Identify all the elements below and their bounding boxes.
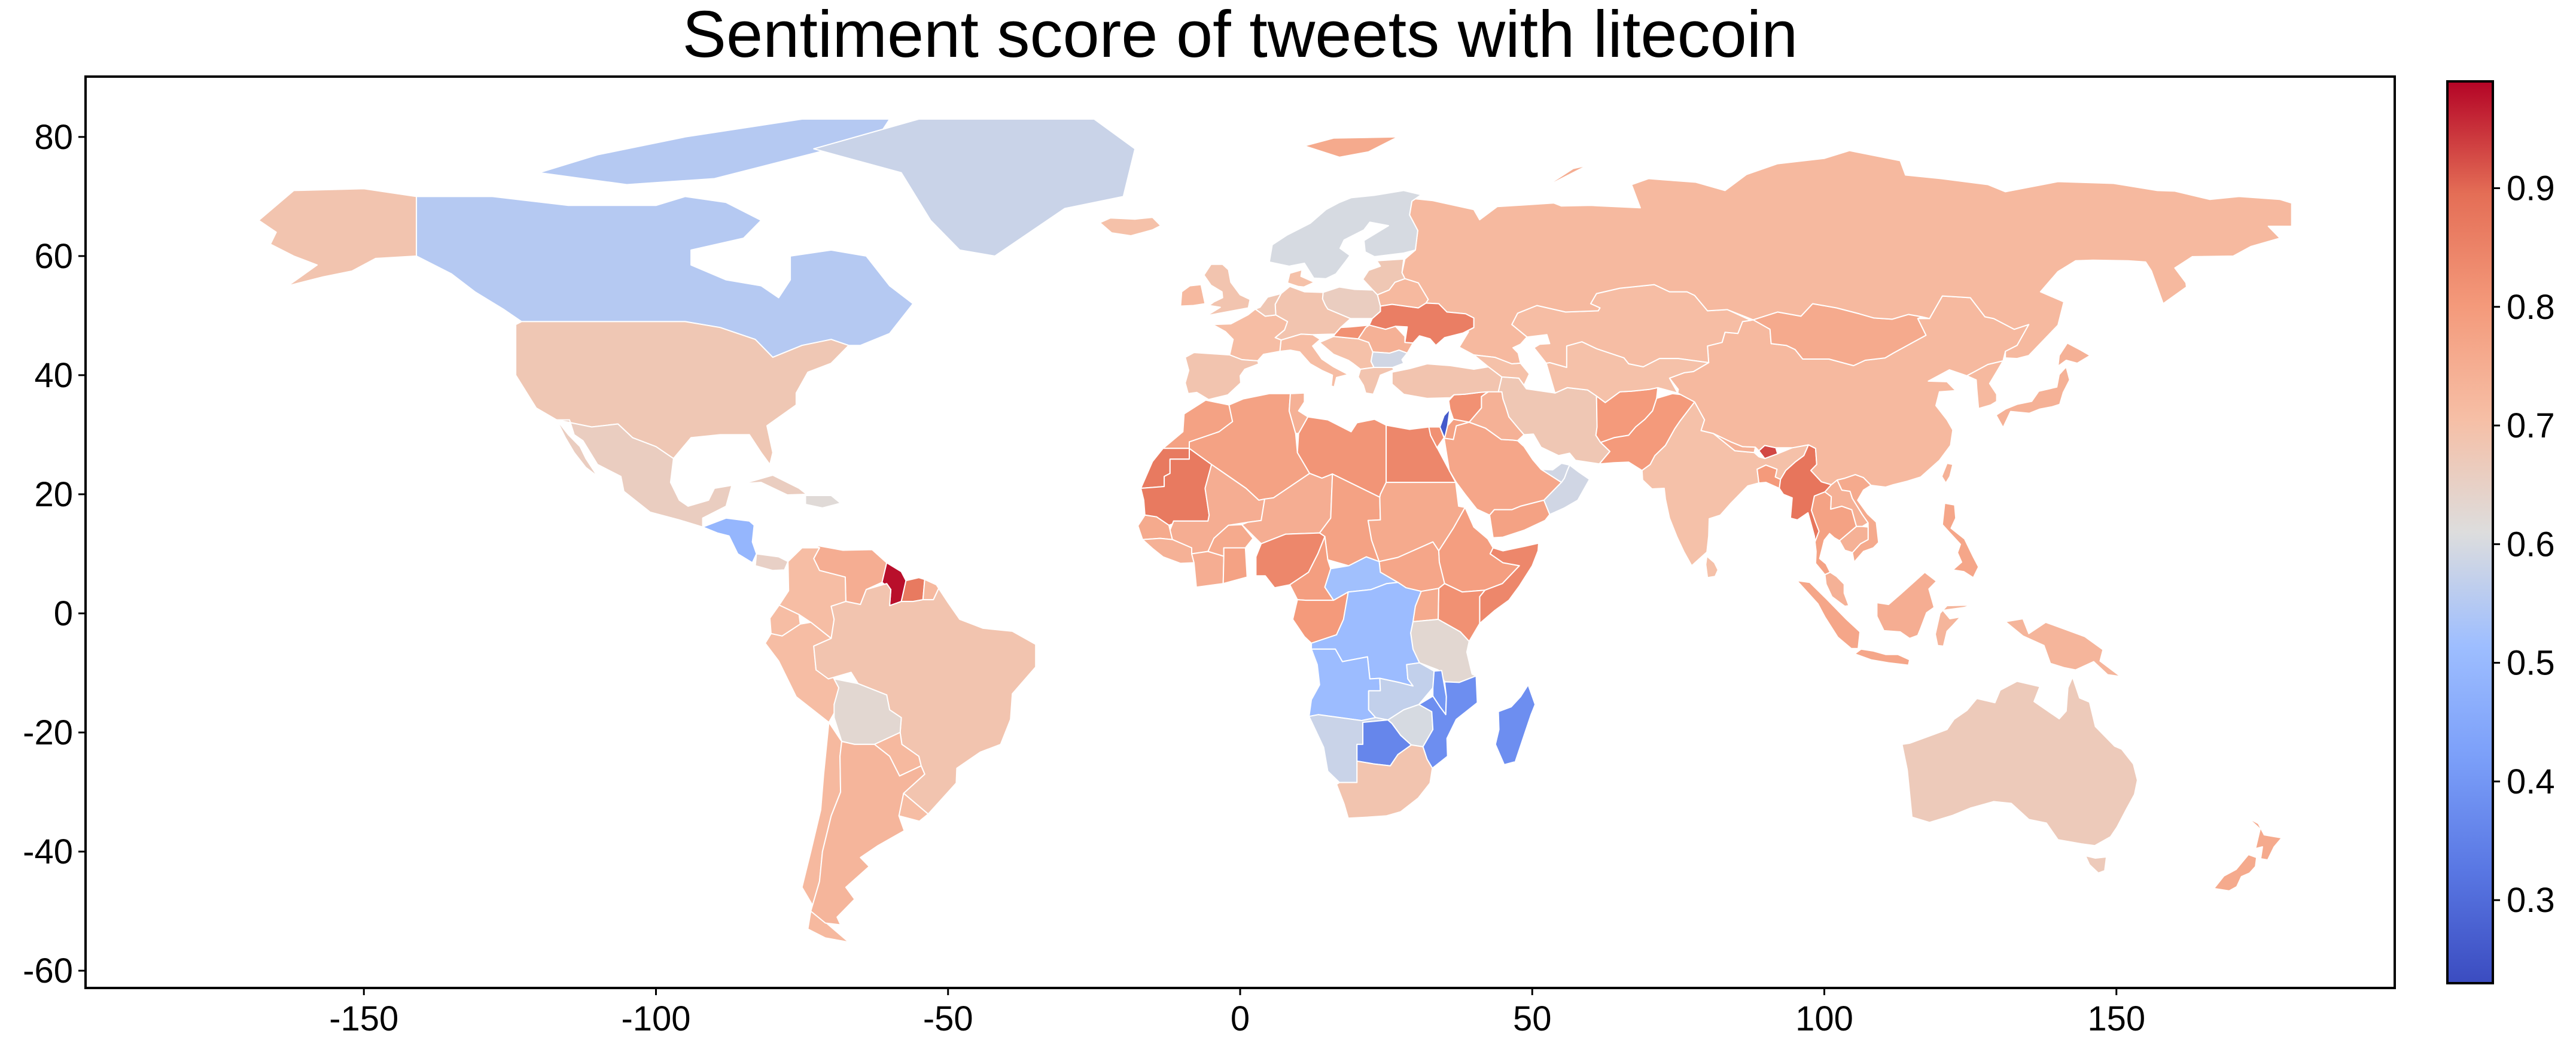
region-ghana [1222,547,1248,585]
region-sinai [1428,426,1445,449]
region-scandinavia [1268,190,1422,279]
chart-title: Sentiment score of tweets with litecoin [683,0,1798,71]
colorbar-tick-label: 0.7 [2507,406,2555,445]
region-new-zealand [2248,817,2283,861]
region-hispaniola [805,495,842,509]
region-borneo [1876,571,1937,639]
region-argentina [810,741,925,926]
colorbar-tick-label: 0.9 [2507,169,2555,208]
region-new-guinea [2005,618,2121,677]
region-ivory-coast [1191,551,1225,588]
land-layer [258,118,2292,943]
colorbar-ticks: 0.3 0.4 0.5 0.6 0.7 0.8 0.9 [2493,169,2555,920]
region-new-zealand-south-island [2213,854,2258,892]
colorbar-tick-label: 0.5 [2507,644,2555,683]
region-sumatra [1796,580,1861,649]
colorbar-frame [2446,80,2494,984]
region-israel [1439,408,1451,439]
region-malaysia [1824,571,1850,607]
region-japan [1995,366,2070,428]
region-hokkaido [2057,342,2091,367]
region-central-america [702,517,757,564]
region-sri-lanka [1705,555,1719,579]
region-south-africa [1336,744,1433,819]
region-baja-california [556,419,598,478]
region-denmark [1287,269,1315,288]
x-axis: -150 -100 -50 0 50 100 150 [329,988,2145,1038]
region-benelux [1254,293,1282,317]
colorbar: 0.3 0.4 0.5 0.6 0.7 0.8 0.9 [2446,80,2555,984]
colorbar-tick-label: 0.3 [2507,881,2555,920]
region-greece [1357,367,1394,395]
y-tick-label: -20 [23,713,73,752]
y-tick-label: 80 [34,118,73,157]
region-alaska [258,188,418,287]
x-tick-label: -150 [329,999,398,1038]
y-axis: -60 -40 -20 0 20 40 60 80 [23,118,86,990]
y-tick-label: 60 [34,237,73,276]
region-tasmania [2085,855,2108,874]
y-tick-label: 40 [34,356,73,395]
region-iberia [1185,352,1260,400]
region-philippines [1941,502,1980,579]
region-france [1212,308,1289,361]
region-java [1854,648,1911,666]
x-tick-label: -50 [923,999,973,1038]
region-hungary [1333,324,1370,340]
region-bulgaria [1370,349,1408,368]
x-tick-label: -100 [621,999,690,1038]
region-panama [754,553,789,571]
region-greenland [813,118,1136,257]
y-tick-label: 20 [34,475,73,514]
y-tick-label: 0 [54,594,73,633]
region-sulawesi [1935,604,1972,647]
colorbar-tick-label: 0.8 [2507,288,2555,327]
region-russian-arctic-islands [1543,154,1638,188]
region-australia [1901,676,2138,847]
region-baltic-states [1362,258,1406,296]
colorbar-tick-label: 0.4 [2507,762,2555,801]
colorbar-gradient [2447,81,2493,983]
y-tick-label: -60 [23,951,73,990]
region-madagascar [1494,684,1536,765]
x-tick-label: 0 [1231,999,1250,1038]
x-tick-label: 150 [2087,999,2145,1038]
region-central-asia [1545,341,1710,403]
region-iceland [1099,217,1162,236]
region-cambodia [1838,525,1869,554]
region-canadian-arctic-islands [538,118,891,186]
colorbar-tick-label: 0.6 [2507,525,2555,564]
region-united-kingdom [1203,263,1251,317]
region-somalia [1479,542,1539,624]
region-mexico [556,419,733,528]
x-tick-label: 100 [1795,999,1853,1038]
region-uae [1540,463,1570,484]
x-tick-label: 50 [1513,999,1552,1038]
region-georgia-and-caucasus [1473,354,1530,386]
region-svalbard [1304,136,1399,158]
region-turkey [1391,363,1503,399]
y-tick-label: -40 [23,832,73,871]
region-cuba [743,475,808,495]
region-taiwan [1941,463,1954,484]
region-ireland [1180,284,1206,307]
region-uruguay [898,792,929,822]
